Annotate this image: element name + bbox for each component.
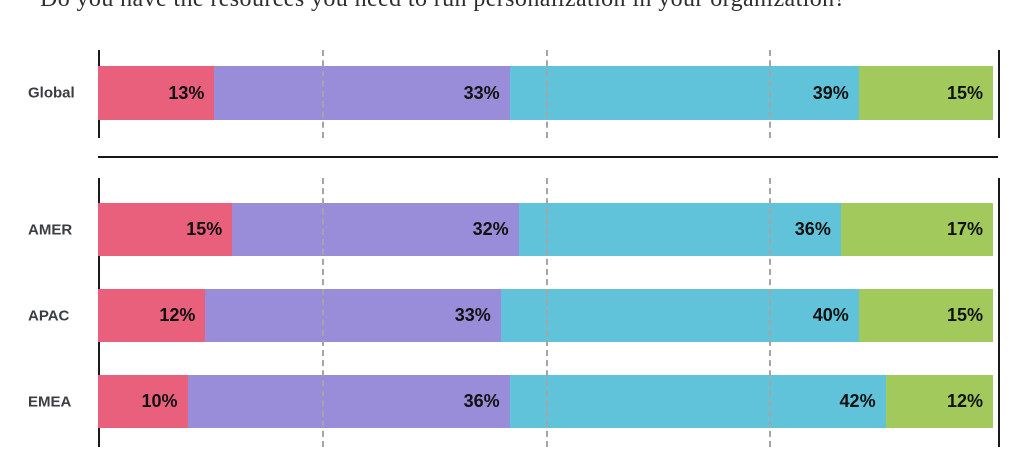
bar-segment-2: 33% [214,66,510,120]
segment-value-label: 39% [812,82,849,103]
segment-value-label: 15% [946,305,983,325]
bar-segment-1: 10% [98,375,188,428]
segment-value-label: 15% [186,219,223,239]
bar-row-emea: EMEA 10% 36% 42% 12% [28,375,1000,428]
row-label: Global [28,84,75,102]
bar-segment-3: 39% [509,66,859,120]
bar-segment-3: 36% [518,203,841,256]
segment-value-label: 42% [839,391,876,411]
bar-rows: AMER 15% 32% 36% 17% APAC 12% 33% 40% 15% EMEA 10% 3… [28,178,1000,447]
bar-rows: Global 13% 33% 39% 15% [28,50,1000,138]
bar-segment-4: 15% [858,289,993,342]
segment-value-label: 36% [794,219,831,239]
bar-segment-4: 12% [885,375,993,428]
segment-value-label: 12% [159,305,196,325]
row-label: AMER [28,221,73,238]
chart-group-regions: AMER 15% 32% 36% 17% APAC 12% 33% 40% 15% EMEA 10% 3… [28,178,1000,447]
gridline-50-percent [545,50,548,138]
group-separator-line [98,156,998,158]
bar-segment-1: 15% [98,203,233,256]
segment-value-label: 15% [946,82,983,103]
bar-segment-3: 42% [509,375,886,428]
gridline-75-percent [769,178,772,447]
gridline-75-percent [769,50,772,138]
chart-title: Do you have the resources you need to ru… [40,0,1000,13]
segment-value-label: 33% [463,82,500,103]
segment-value-label: 36% [463,391,500,411]
segment-value-label: 17% [946,219,983,239]
right-axis-line [998,50,1000,138]
bar-segment-2: 33% [205,289,501,342]
bar-segment-3: 40% [500,289,859,342]
gridline-25-percent [321,50,324,138]
row-label: APAC [28,307,70,324]
bar-segment-4: 17% [840,203,993,256]
segment-value-label: 12% [946,391,983,411]
right-axis-line [998,178,1000,447]
segment-value-label: 32% [472,219,509,239]
stacked-bar: 10% 36% 42% 12% [98,375,993,428]
bar-segment-1: 13% [98,66,215,120]
bar-row-amer: AMER 15% 32% 36% 17% [28,203,1000,256]
bar-row-global: Global 13% 33% 39% 15% [28,66,1000,120]
stacked-bar: 15% 32% 36% 17% [98,203,993,256]
stacked-bar: 12% 33% 40% 15% [98,289,993,342]
bar-segment-4: 15% [858,66,993,120]
segment-value-label: 13% [168,82,205,103]
segment-value-label: 33% [454,305,491,325]
bar-row-apac: APAC 12% 33% 40% 15% [28,289,1000,342]
stacked-bar: 13% 33% 39% 15% [98,66,993,120]
row-label: EMEA [28,393,72,410]
segment-value-label: 10% [141,391,178,411]
gridline-25-percent [321,178,324,447]
chart-group-global: Global 13% 33% 39% 15% [28,50,1000,138]
gridline-50-percent [545,178,548,447]
bar-segment-2: 32% [232,203,519,256]
bar-segment-1: 12% [98,289,206,342]
segment-value-label: 40% [812,305,849,325]
bar-segment-2: 36% [187,375,510,428]
